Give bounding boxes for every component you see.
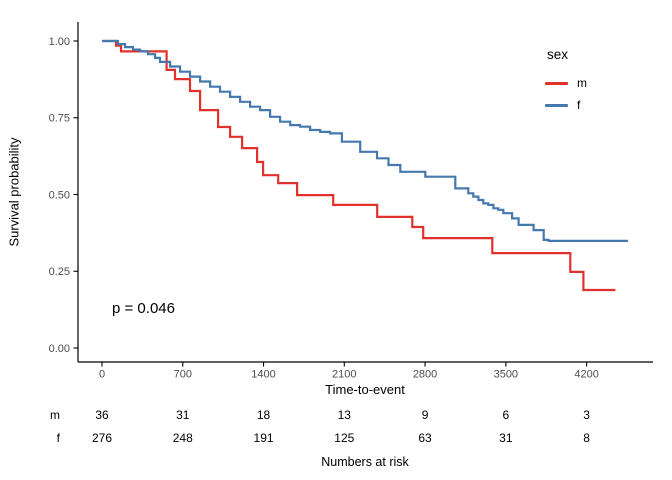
legend-line-swatch-f [545, 103, 568, 107]
x-tick-label: 2100 [332, 369, 356, 381]
risk-count: 276 [91, 431, 113, 445]
risk-row-label-m: m [50, 408, 60, 422]
risk-count: 31 [176, 408, 190, 422]
p-value-annotation: p = 0.046 [112, 300, 175, 317]
risk-count: 63 [418, 431, 432, 445]
risk-count: 248 [172, 431, 193, 445]
risk-count: 8 [583, 431, 590, 445]
risk-count: 36 [95, 408, 109, 422]
risk-count: 13 [337, 408, 351, 422]
x-tick-label: 4200 [574, 369, 598, 381]
y-tick-label: 0.50 [49, 189, 70, 201]
legend-label-m: m [577, 76, 587, 90]
x-tick-label: 1400 [251, 369, 275, 381]
risk-table-caption: Numbers at risk [321, 455, 409, 469]
risk-count: 9 [421, 408, 429, 422]
legend-item-f: f [545, 94, 587, 116]
x-tick-label: 2800 [413, 369, 437, 381]
risk-count: 3 [583, 408, 590, 422]
risk-count: 125 [334, 431, 355, 445]
risk-row-label-f: f [56, 431, 60, 445]
legend-title: sex [547, 47, 569, 62]
x-axis-title: Time-to-event [325, 382, 405, 397]
risk-count: 191 [253, 431, 274, 445]
x-tick-label: 0 [99, 369, 105, 381]
y-axis-title: Survival probability [6, 137, 22, 247]
legend: sex m f [545, 47, 587, 116]
risk-count: 6 [502, 408, 510, 422]
km-curve-f [102, 39, 629, 242]
y-tick-label: 1.00 [49, 36, 70, 48]
risk-count: 31 [499, 431, 513, 445]
legend-line-swatch-m [545, 81, 568, 85]
legend-label-f: f [577, 98, 581, 112]
y-tick-label: 0.25 [49, 266, 70, 278]
km-curve-m [102, 39, 616, 292]
risk-count: 18 [256, 408, 271, 422]
x-tick-label: 3500 [494, 369, 518, 381]
x-tick-label: 700 [174, 369, 192, 381]
y-tick-label: 0.00 [49, 343, 70, 355]
y-tick-label: 0.75 [49, 113, 70, 125]
legend-item-m: m [545, 72, 587, 94]
